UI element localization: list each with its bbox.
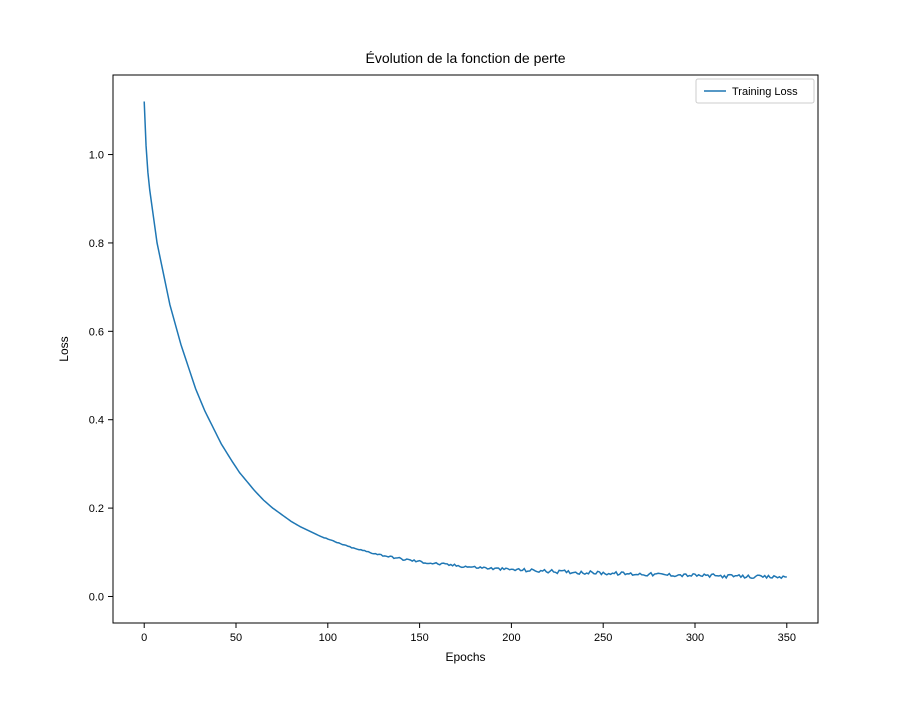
x-tick-label: 100	[319, 632, 337, 644]
x-tick-label: 350	[778, 632, 796, 644]
legend: Training Loss	[696, 79, 814, 103]
legend-label: Training Loss	[732, 86, 798, 98]
y-tick-label: 0.4	[89, 415, 104, 427]
y-tick-label: 0.8	[89, 238, 104, 250]
x-tick-label: 0	[141, 632, 147, 644]
chart-container: 0 50 100 150 200 250 300 350 0.0 0.2 0.4 0.6 0.8 1.0…	[0, 0, 909, 704]
x-tick-label: 150	[410, 632, 428, 644]
x-ticks-group: 0 50 100 150 200 250 300 350	[141, 623, 796, 644]
x-axis-label: Epochs	[445, 650, 485, 664]
y-axis-label: Loss	[57, 336, 71, 361]
plot-border	[113, 75, 818, 623]
chart-svg: 0 50 100 150 200 250 300 350 0.0 0.2 0.4 0.6 0.8 1.0…	[0, 0, 909, 704]
training-loss-line	[144, 102, 787, 579]
x-tick-label: 200	[502, 632, 520, 644]
y-tick-label: 0.6	[89, 326, 104, 338]
y-tick-label: 0.2	[89, 503, 104, 515]
x-tick-label: 50	[230, 632, 242, 644]
y-tick-label: 0.0	[89, 591, 104, 603]
chart-title: Évolution de la fonction de perte	[365, 50, 565, 66]
x-tick-label: 300	[686, 632, 704, 644]
y-tick-label: 1.0	[89, 150, 104, 162]
y-ticks-group: 0.0 0.2 0.4 0.6 0.8 1.0	[89, 150, 113, 604]
x-tick-label: 250	[594, 632, 612, 644]
